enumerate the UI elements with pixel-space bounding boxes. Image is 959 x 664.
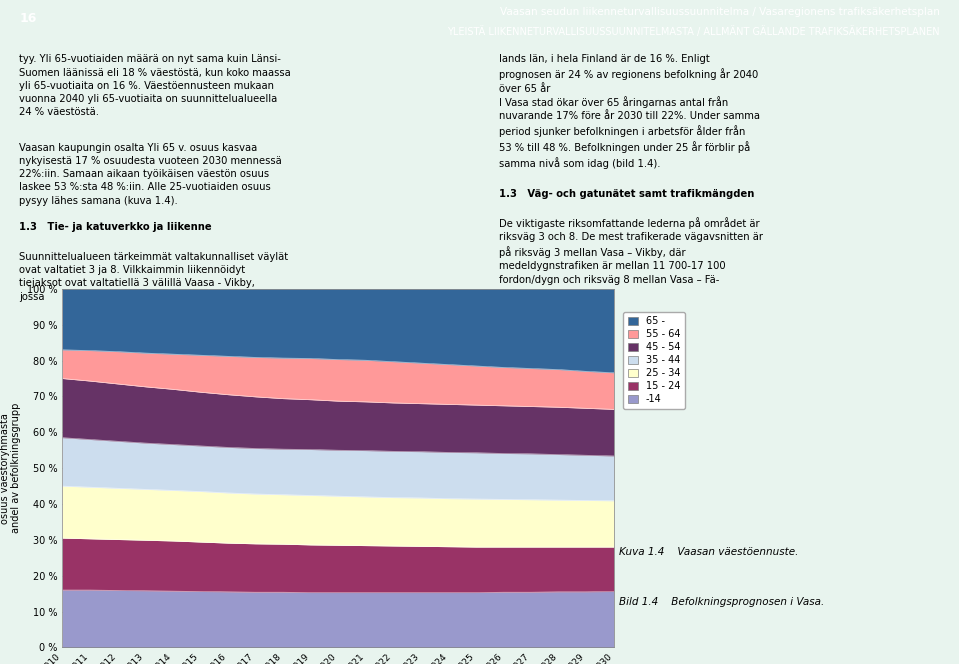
Text: lands län, i hela Finland är de 16 %. Enligt
prognosen är 24 % av regionens befo: lands län, i hela Finland är de 16 %. En… <box>499 54 758 94</box>
Text: I Vasa stad ökar över 65 åringarnas antal från
nuvarande 17% före år 2030 till 2: I Vasa stad ökar över 65 åringarnas anta… <box>499 96 760 169</box>
Text: Vaasan seudun liikenneturvallisuussuunnitelma / Vasaregionens trafiksäkerhetspla: Vaasan seudun liikenneturvallisuussuunni… <box>500 7 940 17</box>
Text: Kuva 1.4    Vaasan väestöennuste.: Kuva 1.4 Vaasan väestöennuste. <box>619 547 798 557</box>
Text: De viktigaste riksomfattande lederna på området är
riksväg 3 och 8. De mest traf: De viktigaste riksomfattande lederna på … <box>499 217 762 284</box>
Text: tyy. Yli 65-vuotiaiden määrä on nyt sama kuin Länsi-
Suomen läänissä eli 18 % vä: tyy. Yli 65-vuotiaiden määrä on nyt sama… <box>19 54 291 118</box>
Text: Bild 1.4    Befolkningsprognosen i Vasa.: Bild 1.4 Befolkningsprognosen i Vasa. <box>619 597 824 607</box>
Text: Suunnittelualueen tärkeimmät valtakunnalliset väylät
ovat valtatiet 3 ja 8. Vilk: Suunnittelualueen tärkeimmät valtakunnal… <box>19 252 289 301</box>
Text: Vaasan kaupungin osalta Yli 65 v. osuus kasvaa
nykyisestä 17 % osuudesta vuoteen: Vaasan kaupungin osalta Yli 65 v. osuus … <box>19 143 282 206</box>
Legend: 65 -, 55 - 64, 45 - 54, 35 - 44, 25 - 34, 15 - 24, -14: 65 -, 55 - 64, 45 - 54, 35 - 44, 25 - 34… <box>623 311 685 409</box>
Text: YLEISTÄ LIIKENNETURVALLISUUSSUUNNITELMASTA / ALLMÄNT GÄLLANDE TRAFIKSÄKERHETSPLA: YLEISTÄ LIIKENNETURVALLISUUSSUUNNITELMAS… <box>447 27 940 37</box>
Text: 16: 16 <box>19 13 36 25</box>
Y-axis label: osuus väestöryhmästä
andel av befolkningsgrupp: osuus väestöryhmästä andel av befolkning… <box>0 403 21 533</box>
Text: 1.3   Tie- ja katuverkko ja liikenne: 1.3 Tie- ja katuverkko ja liikenne <box>19 222 212 232</box>
Text: 1.3   Väg- och gatunätet samt trafikmängden: 1.3 Väg- och gatunätet samt trafikmängde… <box>499 189 754 199</box>
